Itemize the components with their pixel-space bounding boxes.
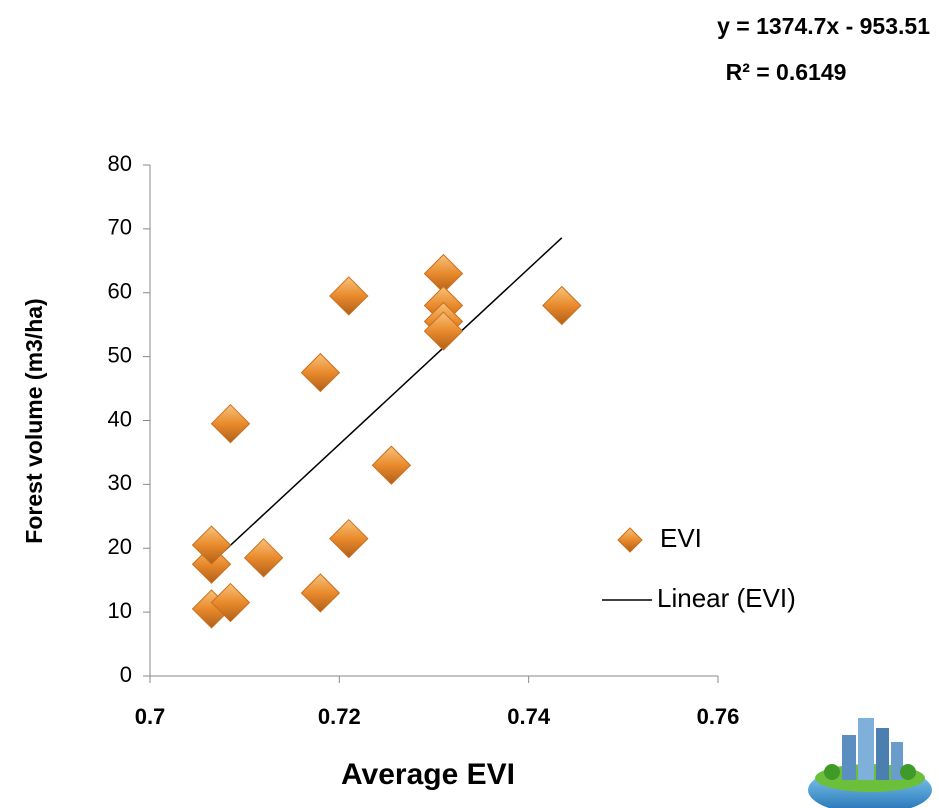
scatter-point [330, 277, 368, 315]
scatter-point [543, 287, 581, 325]
y-tick-label: 40 [108, 406, 132, 431]
scatter-point [330, 520, 368, 558]
scatter-point [245, 539, 283, 577]
trendline [216, 238, 562, 559]
legend-label: Linear (EVI) [657, 583, 796, 613]
scatter-point [301, 354, 339, 392]
decoration-icon [808, 718, 932, 808]
chart: y = 1374.7x - 953.51 R² = 0.6149 Average… [0, 0, 939, 808]
y-tick-label: 60 [108, 279, 132, 304]
y-axis-title: Forest volume (m3/ha) [21, 298, 47, 543]
legend-marker [618, 528, 642, 552]
y-tick-label: 80 [108, 151, 132, 176]
scatter-point [211, 405, 249, 443]
y-tick-label: 50 [108, 342, 132, 367]
y-tick-label: 70 [108, 215, 132, 240]
scatter-point [301, 574, 339, 612]
y-tick-label: 20 [108, 534, 132, 559]
x-tick-label: 0.7 [135, 704, 166, 729]
x-tick-label: 0.72 [318, 704, 361, 729]
scatter-point [372, 446, 410, 484]
y-tick-label: 30 [108, 470, 132, 495]
x-axis-title: Average EVI [341, 758, 515, 791]
trend-r-squared: R² = 0.6149 [726, 59, 847, 85]
y-tick-label: 10 [108, 598, 132, 623]
x-tick-label: 0.76 [697, 704, 740, 729]
x-tick-label: 0.74 [507, 704, 551, 729]
legend-label: EVI [660, 523, 702, 553]
trend-equation: y = 1374.7x - 953.51 [717, 13, 930, 39]
y-tick-label: 0 [120, 662, 132, 687]
